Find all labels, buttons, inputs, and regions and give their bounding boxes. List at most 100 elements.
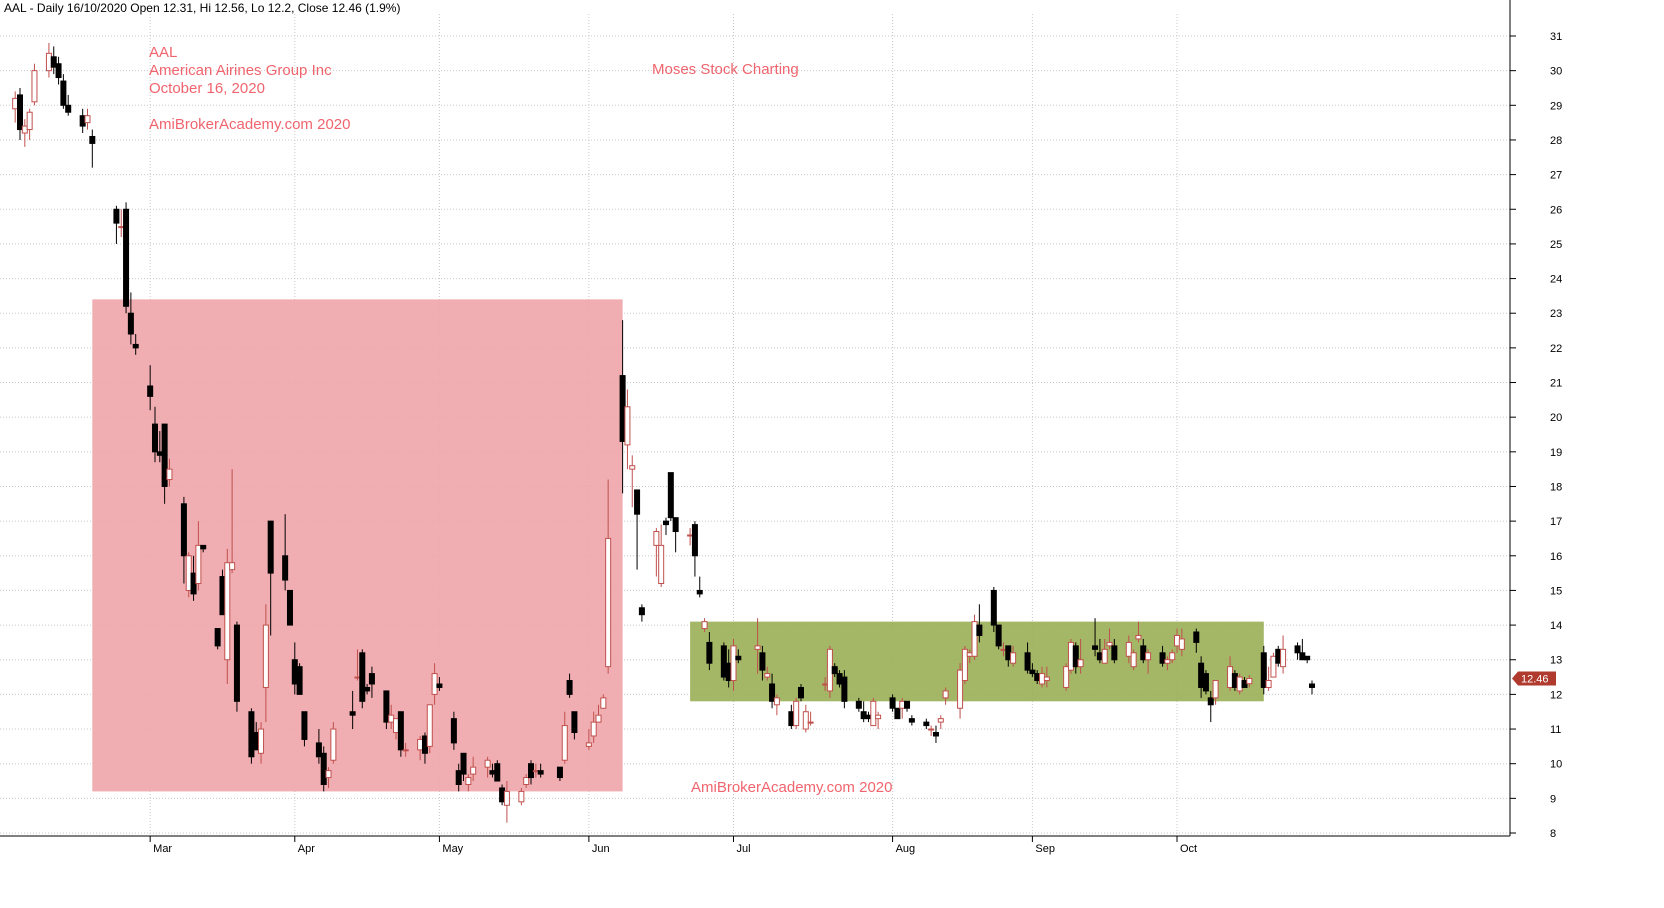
candle-body [759, 652, 766, 671]
up-candle [730, 638, 737, 691]
candle-body [1178, 638, 1185, 650]
up-candle [1178, 628, 1185, 657]
candle-body [841, 676, 848, 702]
down-candle [1029, 663, 1036, 678]
candle-body [368, 673, 375, 685]
candle-body [942, 690, 949, 699]
candle-body [258, 728, 265, 754]
down-candle [151, 406, 158, 463]
down-candle [147, 365, 154, 411]
candle-body [84, 115, 91, 124]
up-candle [701, 618, 708, 633]
y-tick-label: 11 [1550, 724, 1561, 736]
down-candle [735, 649, 742, 664]
down-candle [1159, 645, 1166, 667]
y-tick-label: 27 [1550, 170, 1562, 182]
down-candle [1024, 642, 1031, 674]
candle-body [1101, 648, 1108, 664]
down-candle [248, 708, 255, 764]
candle-body [233, 624, 240, 702]
y-tick-label: 13 [1550, 655, 1562, 667]
up-candle [971, 614, 978, 660]
candle-body [966, 652, 973, 657]
up-candle [826, 645, 833, 698]
candle-body [89, 135, 96, 144]
candle-body [590, 721, 597, 737]
candle-body [60, 80, 67, 106]
down-candle [908, 715, 915, 726]
down-candle [180, 496, 187, 584]
down-candle [79, 108, 86, 134]
down-candle [860, 701, 867, 723]
y-tick-label: 19 [1550, 447, 1562, 459]
candle-body [1000, 648, 1007, 651]
y-tick-label: 26 [1550, 204, 1562, 216]
up-candle [1212, 680, 1219, 705]
up-candle [402, 742, 409, 757]
candle-body [489, 770, 496, 775]
candle-body [31, 70, 38, 103]
up-candle [928, 725, 935, 736]
down-candle [1275, 645, 1282, 667]
up-candle [875, 711, 882, 730]
up-candle [1077, 638, 1084, 674]
down-candle [1207, 690, 1214, 723]
down-candle [89, 129, 96, 168]
x-tick-label: May [442, 843, 463, 855]
up-candle [45, 42, 52, 78]
candle-body [1164, 659, 1171, 664]
up-candle [899, 697, 906, 719]
candle-body [267, 520, 274, 574]
down-candle [990, 586, 997, 633]
down-candle [349, 690, 356, 730]
up-candle [1067, 638, 1074, 674]
up-candle [262, 604, 269, 723]
down-candle [537, 763, 544, 778]
candle-body [417, 738, 424, 751]
candle-body [151, 423, 158, 453]
candle-body [691, 524, 698, 557]
down-candle [359, 649, 366, 709]
up-candle [957, 663, 964, 719]
annotation-brand: Moses Stock Charting [652, 61, 799, 78]
candle-body [262, 624, 269, 688]
candle-body [1193, 631, 1200, 643]
candle-body [1010, 652, 1017, 664]
up-candle [1169, 649, 1176, 664]
candle-body [1174, 634, 1181, 647]
candle-body [735, 655, 742, 661]
candle-body [875, 714, 882, 720]
down-candle [320, 746, 327, 792]
down-candle [17, 87, 23, 140]
candle-body [1280, 648, 1287, 668]
candle-body [1202, 673, 1209, 692]
candle-body [870, 700, 877, 727]
down-candle [1202, 670, 1209, 695]
candle-body [619, 375, 626, 442]
candle-body [1159, 652, 1166, 664]
candle-body [354, 676, 361, 679]
candle-body [200, 544, 207, 550]
up-candle [503, 781, 510, 823]
candle-body [663, 520, 669, 526]
up-candle [118, 209, 125, 237]
candle-body [118, 226, 125, 229]
candle-body [185, 555, 192, 591]
down-candle [923, 718, 930, 730]
candle-body [523, 777, 530, 785]
down-candle [865, 711, 872, 723]
candle-body [123, 208, 130, 307]
candle-body [1299, 652, 1306, 661]
candle-body [595, 714, 602, 723]
annotation-site-bottom: AmiBrokerAcademy.com 2020 [691, 779, 893, 796]
y-tick-label: 24 [1550, 274, 1562, 286]
up-candle [166, 458, 173, 487]
y-tick-label: 14 [1550, 620, 1562, 632]
candle-body [349, 711, 356, 716]
candle-body [291, 659, 298, 685]
candle-body [629, 465, 636, 470]
y-tick-label: 28 [1550, 135, 1562, 147]
candle-body [224, 562, 231, 661]
candle-body [822, 683, 829, 686]
up-candle [561, 711, 568, 764]
